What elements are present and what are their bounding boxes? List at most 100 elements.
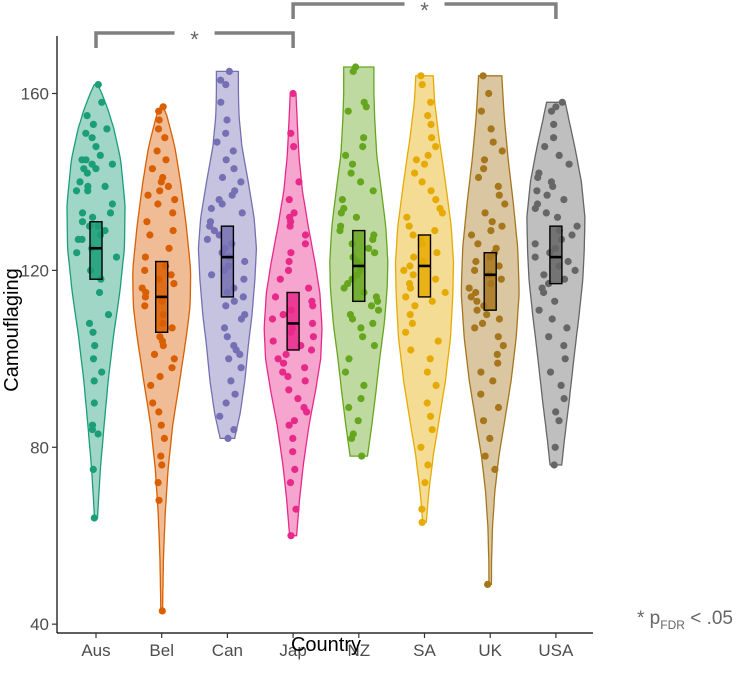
point-Can bbox=[217, 76, 225, 84]
point-Bel bbox=[144, 191, 152, 199]
point-UK bbox=[465, 284, 473, 292]
point-USA bbox=[534, 173, 542, 182]
point-Bel bbox=[158, 607, 166, 615]
point-USA bbox=[548, 315, 556, 323]
point-SA bbox=[432, 381, 440, 389]
x-tick-label: Jap bbox=[279, 641, 306, 660]
point-Jap bbox=[285, 196, 293, 204]
point-Bel bbox=[150, 350, 159, 358]
point-SA bbox=[409, 271, 417, 279]
point-NZ bbox=[340, 284, 348, 292]
point-Can bbox=[208, 271, 216, 279]
point-SA bbox=[424, 461, 432, 469]
point-UK bbox=[480, 156, 489, 164]
significance-bracket bbox=[94, 31, 295, 48]
point-SA bbox=[418, 518, 426, 527]
point-USA bbox=[555, 151, 563, 159]
point-SA bbox=[421, 479, 429, 487]
significance-bracket bbox=[291, 2, 558, 19]
point-NZ bbox=[354, 417, 362, 425]
point-Aus bbox=[98, 368, 106, 376]
point-Bel bbox=[148, 165, 156, 173]
point-USA bbox=[560, 275, 569, 283]
point-SA bbox=[410, 253, 418, 261]
point-UK bbox=[489, 377, 497, 385]
point-SA bbox=[409, 231, 417, 239]
point-UK bbox=[474, 173, 483, 182]
point-NZ bbox=[374, 297, 382, 305]
point-Jap bbox=[286, 479, 295, 487]
point-Bel bbox=[159, 342, 167, 350]
y-tick-label: 160 bbox=[21, 84, 49, 103]
point-USA bbox=[533, 187, 541, 195]
point-Can bbox=[231, 390, 239, 398]
point-NZ bbox=[360, 381, 368, 389]
point-SA bbox=[426, 412, 435, 420]
point-NZ bbox=[336, 227, 344, 235]
point-Bel bbox=[143, 218, 151, 226]
point-Aus bbox=[83, 169, 91, 177]
point-SA bbox=[400, 266, 408, 274]
point-Jap bbox=[287, 532, 295, 540]
point-Jap bbox=[271, 293, 280, 301]
point-UK bbox=[481, 209, 489, 217]
point-UK bbox=[498, 222, 506, 230]
point-Aus bbox=[112, 253, 121, 261]
point-Bel bbox=[165, 244, 173, 252]
point-NZ bbox=[352, 213, 360, 221]
point-Jap bbox=[269, 337, 277, 345]
point-Aus bbox=[88, 134, 96, 142]
point-Jap bbox=[292, 505, 300, 513]
point-Jap bbox=[289, 434, 297, 442]
point-Bel bbox=[167, 271, 175, 279]
point-Can bbox=[222, 81, 230, 89]
point-Can bbox=[203, 235, 211, 243]
point-Aus bbox=[85, 319, 94, 327]
point-Jap bbox=[290, 209, 298, 217]
point-SA bbox=[428, 134, 436, 142]
point-Jap bbox=[279, 359, 288, 367]
point-UK bbox=[486, 434, 494, 442]
point-Jap bbox=[290, 417, 298, 425]
point-Jap bbox=[307, 346, 316, 354]
box-Can bbox=[220, 225, 235, 298]
point-UK bbox=[488, 218, 496, 226]
x-tick-label: USA bbox=[538, 641, 574, 660]
x-ticks: Aus Bel Can Jap NZ SA UK USA bbox=[81, 633, 574, 660]
point-UK bbox=[471, 266, 479, 274]
point-Aus bbox=[91, 342, 99, 350]
point-NZ bbox=[345, 403, 353, 412]
point-Bel bbox=[169, 209, 177, 217]
point-Aus bbox=[92, 143, 100, 151]
point-Aus bbox=[90, 514, 98, 522]
point-USA bbox=[552, 408, 560, 416]
point-SA bbox=[432, 275, 440, 283]
point-SA bbox=[412, 156, 420, 164]
point-Can bbox=[222, 302, 230, 310]
y-axis-title: Camouflaging bbox=[1, 268, 23, 391]
point-Bel bbox=[155, 496, 163, 504]
point-Jap bbox=[305, 284, 313, 292]
point-SA bbox=[423, 368, 431, 376]
point-NZ bbox=[358, 452, 366, 460]
point-UK bbox=[483, 311, 491, 319]
point-SA bbox=[441, 288, 449, 297]
point-Jap bbox=[294, 395, 302, 403]
point-Jap bbox=[287, 249, 295, 257]
point-Bel bbox=[155, 116, 163, 124]
point-Can bbox=[237, 364, 245, 372]
point-Bel bbox=[159, 103, 167, 111]
point-Bel bbox=[141, 302, 149, 310]
violin-UK bbox=[460, 75, 520, 586]
point-SA bbox=[427, 187, 435, 195]
footnote-suffix: < .05 bbox=[684, 608, 733, 629]
point-Aus bbox=[84, 187, 92, 195]
point-UK bbox=[474, 240, 482, 248]
y-tick-label: 40 bbox=[30, 615, 49, 634]
point-UK bbox=[495, 262, 503, 270]
point-USA bbox=[540, 271, 548, 279]
axes bbox=[56, 36, 593, 634]
point-Jap bbox=[285, 386, 293, 394]
point-SA bbox=[423, 399, 431, 407]
point-SA bbox=[411, 169, 419, 177]
